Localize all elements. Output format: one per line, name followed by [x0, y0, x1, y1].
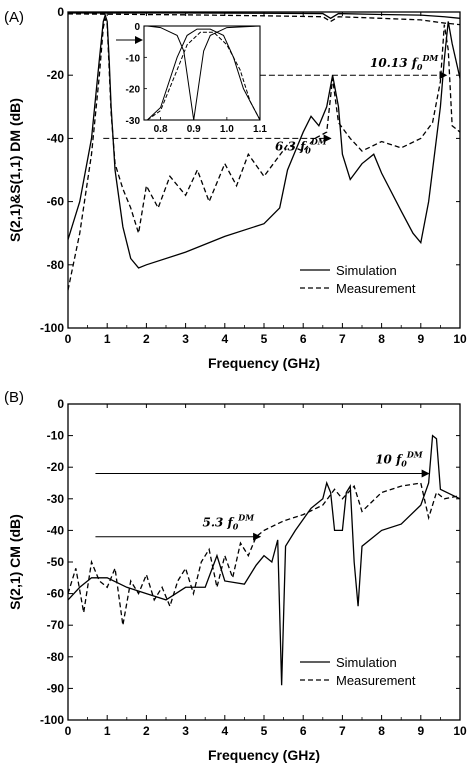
- x-tick-label: 3: [182, 724, 189, 738]
- y-tick-label: -60: [47, 195, 65, 209]
- series-line-3: [68, 13, 460, 26]
- y-tick-label: 0: [57, 397, 64, 411]
- legend-label: Simulation: [336, 655, 397, 670]
- y-axis-title: S(2,1) CM (dB): [7, 514, 23, 610]
- legend-label: Measurement: [336, 673, 416, 688]
- y-tick-label: -30: [47, 492, 65, 506]
- annotation-label: 5.3 f0DM: [202, 513, 255, 532]
- series-line-0: [68, 434, 460, 686]
- y-tick-label: -60: [47, 587, 65, 601]
- inset-series-line-1: [146, 28, 260, 120]
- inset-x-tick-label: 1.1: [253, 124, 267, 135]
- x-tick-label: 4: [221, 332, 228, 346]
- x-tick-label: 5: [261, 724, 268, 738]
- y-tick-label: -20: [47, 460, 65, 474]
- x-tick-label: 2: [143, 332, 150, 346]
- x-tick-label: 6: [300, 332, 307, 346]
- inset-chart: 0.8 0.9 1.0 1.1 0 -10 -20 -30: [116, 22, 267, 135]
- legend-label: Simulation: [336, 263, 397, 278]
- y-tick-label: -50: [47, 555, 65, 569]
- x-tick-label: 6: [300, 724, 307, 738]
- x-tick-label: 9: [417, 724, 424, 738]
- x-tick-label: 8: [378, 332, 385, 346]
- x-tick-label: 4: [221, 724, 228, 738]
- x-tick-label: 1: [104, 724, 111, 738]
- series-line-1: [68, 18, 460, 291]
- x-tick-label: 7: [339, 332, 346, 346]
- inset-y-tick-label: -20: [126, 85, 141, 96]
- inset-x-tick-label: 0.9: [187, 124, 201, 135]
- panel-label: (A): [4, 9, 24, 26]
- x-tick-label: 0: [65, 724, 72, 738]
- y-tick-label: -80: [47, 650, 65, 664]
- y-tick-label: -90: [47, 681, 65, 695]
- y-tick-label: -20: [47, 68, 65, 82]
- x-tick-label: 10: [453, 724, 467, 738]
- y-tick-label: -40: [47, 131, 65, 145]
- inset-series-line-0: [147, 26, 260, 120]
- x-tick-label: 2: [143, 724, 150, 738]
- series-line-2: [68, 12, 460, 20]
- x-tick-label: 3: [182, 332, 189, 346]
- y-tick-label: -100: [40, 713, 64, 727]
- legend-label: Measurement: [336, 281, 416, 296]
- inset-series-line-2: [147, 31, 260, 120]
- y-axis-title: S(2,1)&S(1,1) DM (dB): [7, 98, 23, 242]
- x-tick-label: 5: [261, 332, 268, 346]
- y-tick-label: -10: [47, 429, 65, 443]
- annotation-label: 10.13 f0DM: [370, 53, 439, 72]
- inset-y-tick-label: -10: [126, 53, 141, 64]
- x-tick-label: 1: [104, 332, 111, 346]
- y-tick-label: -80: [47, 258, 65, 272]
- chart-panel-1: (B) 0 1 2 3 4 5 6 7 8 9 10 0 -10 -20 -30 -40 -50 -60 -70 -80…: [4, 389, 467, 763]
- annotation-label: 10 f0DM: [375, 450, 424, 469]
- inset-x-tick-label: 1.0: [220, 124, 234, 135]
- annotation-label: 6.3 f0DM: [275, 136, 328, 155]
- chart-panel-0: (A)0 1 2 3 4 5 6 7 8 9 100-20-40-60-80-100Frequenc…: [4, 5, 467, 371]
- x-tick-label: 8: [378, 724, 385, 738]
- x-tick-label: 9: [417, 332, 424, 346]
- inset-y-tick-label: -30: [126, 116, 141, 127]
- y-tick-label: -100: [40, 321, 64, 335]
- y-tick-label: -70: [47, 618, 65, 632]
- inset-x-tick-label: 0.8: [154, 124, 168, 135]
- panel-label: (B): [4, 389, 24, 406]
- x-tick-label: 0: [65, 332, 72, 346]
- inset-y-tick-label: 0: [134, 22, 140, 33]
- x-tick-label: 10: [453, 332, 467, 346]
- y-tick-label: -40: [47, 523, 65, 537]
- y-tick-label: 0: [57, 5, 64, 19]
- x-tick-label: 7: [339, 724, 346, 738]
- x-axis-title: Frequency (GHz): [208, 355, 320, 371]
- x-axis-title: Frequency (GHz): [208, 747, 320, 763]
- series-line-1: [68, 482, 460, 626]
